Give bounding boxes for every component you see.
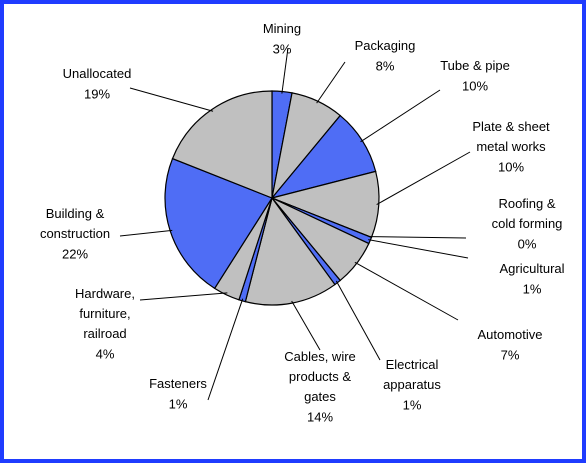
leader-line xyxy=(369,236,467,239)
value-label: 1% xyxy=(523,281,542,296)
slice-label: Automotive xyxy=(477,327,542,342)
pie-slice xyxy=(244,196,336,306)
leader-line xyxy=(139,292,228,301)
value-label: 19% xyxy=(84,86,110,101)
slice-label: Agricultural xyxy=(499,261,564,276)
value-label: 8% xyxy=(376,58,395,73)
leader-line xyxy=(207,298,244,401)
slice-label: Electrical apparatus xyxy=(383,357,441,392)
slice-label: Packaging xyxy=(355,38,416,53)
value-label: 0% xyxy=(518,236,537,251)
value-label: 7% xyxy=(501,347,520,362)
value-label: 1% xyxy=(169,396,188,411)
leader-line xyxy=(119,229,173,237)
value-label: 22% xyxy=(62,246,88,261)
leader-line xyxy=(368,239,469,259)
leader-line xyxy=(281,47,289,94)
value-label: 14% xyxy=(307,409,333,424)
value-label: 10% xyxy=(498,159,524,174)
slice-label: Fasteners xyxy=(149,376,207,391)
leader-line xyxy=(291,300,321,351)
slice-label: Roofing & cold forming xyxy=(492,196,563,231)
pie xyxy=(164,90,380,306)
slice-label: Cables, wire products & gates xyxy=(284,349,356,404)
value-label: 3% xyxy=(273,41,292,56)
slice-label: Hardware, furniture, railroad xyxy=(75,286,135,341)
leader-line xyxy=(335,280,381,361)
slice-label: Mining xyxy=(263,21,301,36)
slice-label: Building & construction xyxy=(40,206,110,241)
value-label: 4% xyxy=(96,346,115,361)
leader-line xyxy=(354,261,459,321)
pie-slice xyxy=(171,90,273,199)
slice-label: Tube & pipe xyxy=(440,58,510,73)
leader-line xyxy=(360,89,441,143)
leader-line xyxy=(376,151,471,206)
labels: Mining 3% Packaging 8% Tube & pipe 10% Plate &… xyxy=(40,21,565,424)
slice-label: Plate & sheet metal works xyxy=(472,119,550,154)
leader-line xyxy=(316,61,346,104)
slice-label: Unallocated xyxy=(63,66,132,81)
value-label: 1% xyxy=(403,397,422,412)
leader-line xyxy=(129,87,214,112)
value-label: 10% xyxy=(462,78,488,93)
